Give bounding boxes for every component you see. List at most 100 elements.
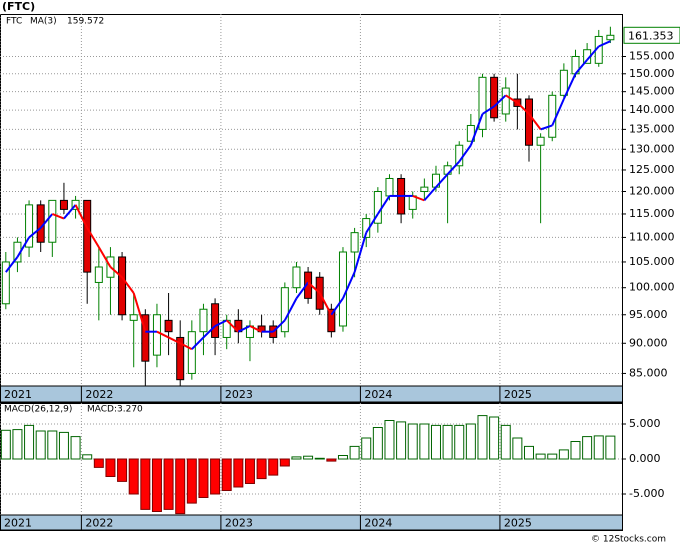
candle-body [408,195,417,210]
y-tick-label: 150.000 [629,67,675,80]
y-tick-label: 95.000 [629,308,668,321]
ma-segment [505,94,518,104]
ma-segment [168,336,181,345]
macd-bar [454,424,465,460]
macd-bar [314,457,325,460]
ma-segment [377,195,391,215]
candle-body [536,136,545,146]
ma-segment [191,336,205,350]
legend-ma: MA(3) [30,17,57,27]
ma-segment [214,319,228,327]
candle-body [94,266,103,283]
ma-segment [5,256,19,273]
candle-body [501,87,510,115]
legend-symbol: FTC [6,17,22,27]
ma-segment [365,213,379,234]
y-tick-label: 155.000 [629,49,675,62]
macd-bar [512,437,523,460]
y-tick-label: 125.000 [629,163,675,176]
candle-body [548,94,557,138]
legend-ma-value: 159.572 [67,17,104,27]
y-tick-label: 100.000 [629,281,675,294]
macd-bar [303,455,314,460]
candle-body [524,98,533,146]
ma-segment [446,160,460,175]
candle-body [48,199,57,243]
ma-segment [226,319,240,333]
ma-segment [63,204,77,220]
ma-segment [202,325,216,339]
macd-bar [279,458,290,467]
ma-segment [586,45,600,61]
macd-bar [396,421,407,460]
macd-bar [198,458,209,498]
macd-bar [117,458,128,482]
macd-bar [326,458,337,462]
candle-body [59,199,68,210]
candle-body [152,314,161,356]
candle-body [559,69,568,96]
ma-segment [249,325,263,333]
ma-segment [74,204,89,229]
macd-bar [70,436,81,460]
macd-bar [605,435,616,460]
macd-bar [407,423,418,460]
macd-bar [140,458,151,510]
ma-segment [598,40,611,48]
macd-bar [419,423,430,460]
legend-macd: MACD(26,12,9) [4,405,72,415]
macd-bar [151,458,162,512]
macd-bar [489,416,500,460]
candle-body [83,199,92,273]
x-tick-label: 2023 [225,388,253,401]
ma-segment [16,236,30,258]
macd-bar [93,458,104,468]
candle-body [385,177,394,197]
ma-segment [458,144,472,163]
ma-segment [574,59,588,75]
macd-bar [349,445,360,460]
candle-body [187,331,196,374]
ma-segment [469,113,484,146]
macd-bar [128,458,139,495]
candle-body [211,303,220,338]
x-tick-label: 2025 [504,517,532,530]
candle-body [338,251,347,327]
macd-bar [0,429,11,460]
ma-segment [307,281,321,294]
candle-body [292,266,301,289]
ma-segment [295,281,309,299]
y-tick-label: 85.000 [629,366,668,379]
candle-body [25,204,34,248]
candle-body [176,336,185,381]
ma-segment [121,276,135,294]
ma-segment [109,266,123,279]
ma-segment [28,227,42,239]
x-tick-label: 2022 [85,517,113,530]
ma-segment [86,227,100,248]
x-tick-label: 2023 [225,517,253,530]
chart-title: (FTC) [2,0,35,13]
ma-segment [423,186,437,202]
candle-body [420,186,429,193]
candle-body [478,76,487,130]
ma-segment [412,194,425,202]
candle-body [490,76,499,119]
macd-bar [430,424,441,460]
y-tick-label: -5.000 [629,487,664,500]
y-tick-label: 130.000 [629,142,675,155]
candle-body [141,314,150,362]
macd-bar [105,458,116,477]
macd-bar [82,454,93,460]
y-tick-label: 105.000 [629,255,675,268]
ma-segment [516,101,530,115]
y-tick-label: 110.000 [629,230,675,243]
legend-macd-value: MACD:3.270 [87,405,143,415]
y-tick-label: 0.000 [629,452,661,465]
y-tick-label: 145.000 [629,85,675,98]
macd-bar [384,420,395,460]
ma-segment [435,173,449,188]
macd-bar [535,453,546,460]
macd-bar [500,424,511,460]
last-price-box [623,26,680,44]
